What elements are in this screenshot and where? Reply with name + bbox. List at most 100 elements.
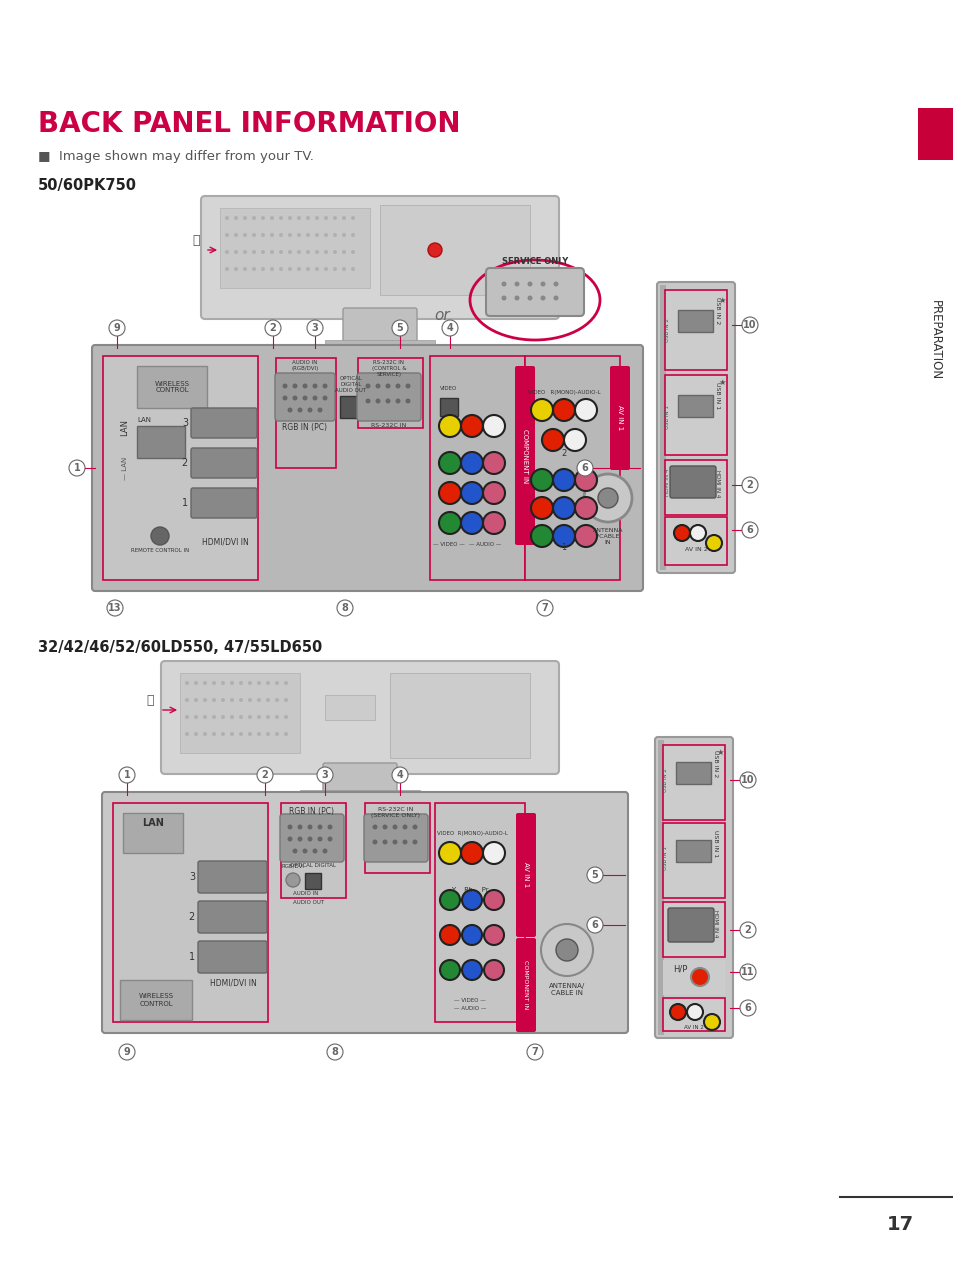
Circle shape bbox=[233, 267, 237, 271]
Text: 5: 5 bbox=[591, 870, 598, 880]
Circle shape bbox=[256, 681, 261, 686]
Text: WIRELESS
CONTROL: WIRELESS CONTROL bbox=[154, 380, 190, 393]
Circle shape bbox=[287, 837, 293, 842]
Circle shape bbox=[284, 681, 288, 686]
FancyBboxPatch shape bbox=[274, 373, 335, 421]
Circle shape bbox=[439, 890, 459, 909]
Circle shape bbox=[261, 267, 265, 271]
FancyBboxPatch shape bbox=[323, 763, 396, 798]
Bar bbox=[662, 745, 724, 820]
Circle shape bbox=[689, 525, 705, 541]
Circle shape bbox=[438, 482, 460, 504]
Circle shape bbox=[405, 398, 410, 403]
Text: 8: 8 bbox=[332, 1047, 338, 1057]
Circle shape bbox=[317, 824, 322, 829]
FancyBboxPatch shape bbox=[198, 861, 267, 893]
Circle shape bbox=[233, 216, 237, 220]
Circle shape bbox=[531, 399, 553, 421]
Bar bbox=[664, 375, 726, 455]
Text: 2: 2 bbox=[270, 323, 276, 333]
Text: OPTICAL DIGITAL: OPTICAL DIGITAL bbox=[290, 862, 335, 868]
Text: RGB IN (PC): RGB IN (PC) bbox=[289, 806, 335, 817]
FancyBboxPatch shape bbox=[356, 373, 420, 421]
Bar bbox=[664, 460, 726, 515]
Text: VIDEO  R(MONO)-AUDIO-L: VIDEO R(MONO)-AUDIO-L bbox=[436, 831, 507, 836]
Circle shape bbox=[375, 398, 380, 403]
Circle shape bbox=[297, 824, 302, 829]
Circle shape bbox=[119, 1044, 135, 1060]
Bar bbox=[379, 205, 530, 295]
Circle shape bbox=[314, 267, 318, 271]
Text: AV IN 2: AV IN 2 bbox=[684, 547, 706, 552]
Circle shape bbox=[313, 848, 317, 854]
Text: USB IN 1: USB IN 1 bbox=[715, 382, 720, 410]
Circle shape bbox=[460, 482, 482, 504]
Circle shape bbox=[586, 917, 602, 932]
Text: COMPONENT IN: COMPONENT IN bbox=[523, 960, 528, 1010]
Circle shape bbox=[392, 840, 397, 845]
Text: 1: 1 bbox=[189, 951, 194, 962]
Text: USB IN 1: USB IN 1 bbox=[713, 831, 718, 857]
Text: — AUDIO —: — AUDIO — bbox=[468, 542, 500, 547]
Circle shape bbox=[482, 415, 504, 438]
Circle shape bbox=[395, 383, 400, 388]
Circle shape bbox=[327, 1044, 343, 1060]
Circle shape bbox=[553, 399, 575, 421]
Circle shape bbox=[553, 469, 575, 491]
Bar bbox=[365, 803, 430, 873]
Text: 11: 11 bbox=[740, 967, 754, 977]
Circle shape bbox=[261, 216, 265, 220]
Circle shape bbox=[270, 267, 274, 271]
Circle shape bbox=[296, 233, 301, 237]
Text: 2: 2 bbox=[744, 925, 751, 935]
Circle shape bbox=[483, 925, 503, 945]
Circle shape bbox=[686, 1004, 702, 1020]
Circle shape bbox=[365, 383, 370, 388]
Circle shape bbox=[341, 267, 346, 271]
Circle shape bbox=[741, 477, 758, 494]
Bar bbox=[137, 426, 185, 458]
Circle shape bbox=[322, 848, 327, 854]
Circle shape bbox=[265, 321, 281, 336]
Circle shape bbox=[248, 681, 252, 686]
Circle shape bbox=[438, 842, 460, 864]
Text: PREPARATION: PREPARATION bbox=[927, 300, 941, 380]
Circle shape bbox=[302, 383, 307, 388]
Circle shape bbox=[483, 960, 503, 979]
Circle shape bbox=[307, 407, 313, 412]
Text: 13: 13 bbox=[108, 603, 122, 613]
Circle shape bbox=[284, 731, 288, 736]
Circle shape bbox=[278, 267, 283, 271]
Circle shape bbox=[288, 216, 292, 220]
Circle shape bbox=[307, 824, 313, 829]
Text: SERVICE ONLY: SERVICE ONLY bbox=[501, 257, 568, 266]
Circle shape bbox=[256, 698, 261, 702]
Circle shape bbox=[575, 497, 597, 519]
Circle shape bbox=[461, 960, 481, 979]
Bar bbox=[658, 740, 663, 1035]
Circle shape bbox=[119, 767, 135, 784]
Circle shape bbox=[540, 923, 593, 976]
Circle shape bbox=[284, 715, 288, 719]
Circle shape bbox=[375, 383, 380, 388]
FancyBboxPatch shape bbox=[609, 366, 629, 469]
Text: — LAN: — LAN bbox=[122, 457, 128, 480]
Circle shape bbox=[365, 398, 370, 403]
FancyBboxPatch shape bbox=[191, 408, 256, 438]
Text: or: or bbox=[434, 309, 450, 323]
Circle shape bbox=[460, 452, 482, 474]
Circle shape bbox=[553, 497, 575, 519]
Circle shape bbox=[526, 1044, 542, 1060]
Text: OPTICAL
DIGITAL
AUDIO OUT: OPTICAL DIGITAL AUDIO OUT bbox=[335, 377, 366, 393]
Circle shape bbox=[243, 267, 247, 271]
Circle shape bbox=[248, 731, 252, 736]
FancyBboxPatch shape bbox=[201, 196, 558, 319]
Text: RGB/DVI: RGB/DVI bbox=[281, 862, 304, 868]
Circle shape bbox=[221, 715, 225, 719]
Text: HDMI/DVI IN: HDMI/DVI IN bbox=[201, 538, 248, 547]
Text: 3: 3 bbox=[321, 770, 328, 780]
Bar bbox=[659, 285, 665, 570]
FancyBboxPatch shape bbox=[657, 282, 734, 572]
Circle shape bbox=[327, 824, 333, 829]
Text: HDMI/DVI IN: HDMI/DVI IN bbox=[210, 978, 256, 987]
